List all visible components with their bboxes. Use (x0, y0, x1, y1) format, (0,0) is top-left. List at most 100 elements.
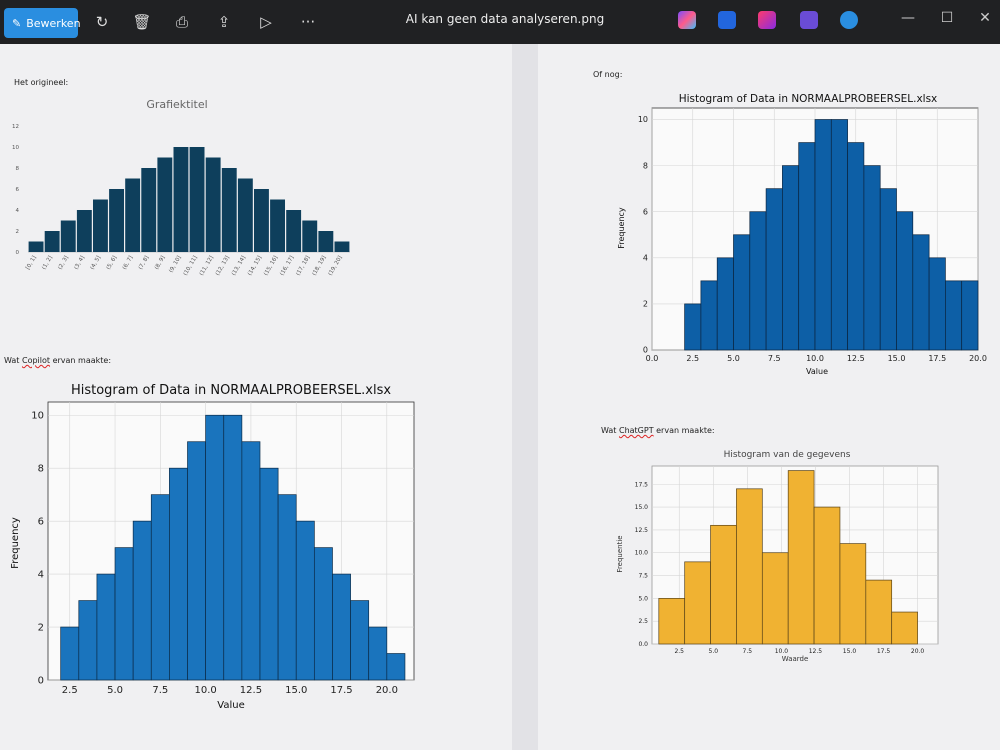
bar (302, 220, 318, 252)
x-tick-label: 15.0 (843, 648, 857, 655)
y-tick-label: 5.0 (638, 595, 648, 602)
bar (961, 280, 979, 351)
onedrive-app-icon[interactable] (840, 11, 858, 29)
bar (205, 414, 225, 681)
bar (241, 441, 261, 681)
bar (223, 414, 243, 681)
x-tick-label: 5.0 (709, 648, 719, 655)
x-tick-label: 20.0 (911, 648, 925, 655)
x-tick-label: (1, 2] (41, 255, 54, 271)
y-tick-label: 2 (38, 622, 44, 633)
bar (700, 280, 718, 351)
bar (109, 189, 124, 252)
rotate-icon[interactable]: ↻ (95, 13, 109, 31)
chart-title: Grafiektitel (146, 98, 207, 111)
bar (187, 441, 206, 681)
window-title: AI kan geen data analyseren.png (405, 12, 605, 26)
bar (865, 579, 893, 645)
clipchamp-app-icon[interactable] (758, 11, 776, 29)
bar (912, 234, 930, 351)
x-tick-label: 5.0 (727, 354, 740, 363)
bar (28, 241, 44, 252)
slideshow-icon[interactable]: ▷ (260, 13, 272, 31)
x-tick-label: (17, 18] (295, 255, 311, 277)
y-tick-label: 10 (31, 411, 44, 422)
bar (173, 147, 189, 252)
bar (350, 600, 370, 681)
bar (761, 552, 789, 645)
copilot-chart: Histogram of Data in NORMAALPROBEERSEL.x… (10, 383, 415, 711)
bar (189, 147, 205, 252)
label-original: Het origineel: (14, 78, 69, 87)
y-tick-label: 0 (38, 675, 44, 686)
share-icon[interactable]: ⇪ (217, 13, 231, 31)
chart-title: Histogram van de gegevens (724, 450, 851, 460)
copilot-plot-area: 2.5 5.0 7.5 10.0 12.5 15.0 17.5 20.0 0 2 4 6 8 10 (31, 401, 415, 696)
y-tick-label: 8 (16, 166, 20, 172)
other-chart: Histogram of Data in NORMAALPROBEERSEL.x… (617, 93, 987, 376)
y-axis-label: Frequentie (616, 535, 624, 572)
x-tick-label: 5.0 (107, 685, 123, 696)
y-tick-label: 12.5 (635, 527, 649, 534)
bar (891, 611, 918, 645)
bar (787, 470, 815, 645)
y-tick-label: 17.5 (635, 481, 649, 488)
x-axis-label: Waarde (782, 655, 809, 663)
bar (295, 520, 315, 681)
x-tick-label: 20.0 (376, 685, 398, 696)
y-tick-label: 10 (12, 145, 19, 151)
minimize-icon[interactable]: — (901, 10, 915, 26)
x-tick-label: 12.5 (240, 685, 262, 696)
x-tick-label: (14, 15] (247, 255, 263, 277)
bar (928, 257, 946, 351)
bar (157, 157, 173, 252)
x-tick-label: 10.0 (806, 354, 824, 363)
label-or-else: Of nog: (593, 70, 623, 79)
bar (60, 626, 80, 681)
bar (318, 231, 334, 252)
bar (368, 626, 388, 681)
bar (313, 547, 333, 681)
print-icon[interactable]: ⎙ (175, 13, 188, 31)
delete-icon[interactable]: 🗑 (132, 13, 152, 31)
x-tick-label: 7.5 (152, 685, 168, 696)
bar (798, 142, 816, 351)
close-icon[interactable]: ✕ (979, 10, 991, 26)
bar (205, 157, 221, 252)
x-axis-label: Value (217, 700, 244, 711)
y-tick-label: 4 (643, 253, 648, 262)
y-tick-label: 12 (12, 124, 19, 130)
more-icon[interactable]: ··· (300, 13, 316, 31)
label-chatgpt: Wat ChatGPT ervan maakte: (601, 426, 715, 435)
bar (150, 494, 170, 681)
bar (896, 211, 914, 351)
bar (945, 280, 963, 351)
x-tick-label: 17.5 (330, 685, 352, 696)
x-tick-label: (11, 12] (199, 255, 215, 277)
maximize-icon[interactable]: ☐ (940, 10, 954, 26)
y-axis-label: Frequency (10, 517, 21, 569)
y-tick-label: 0 (643, 346, 648, 355)
y-tick-label: 8 (643, 161, 648, 170)
bar (334, 241, 350, 252)
x-tick-label: (13, 14] (231, 255, 247, 277)
copilot-app-icon[interactable] (678, 11, 696, 29)
teams-app-icon[interactable] (800, 11, 818, 29)
y-tick-label: 4 (38, 569, 44, 580)
bar (658, 598, 686, 645)
bar (270, 199, 285, 252)
bar (879, 188, 897, 351)
label-copilot: Wat Copilot ervan maakte: (4, 356, 112, 365)
bar (736, 488, 763, 645)
bar (286, 210, 302, 252)
edit-button[interactable]: ✎ Bewerken (4, 8, 81, 38)
bar (814, 119, 832, 351)
x-tick-label: (5, 6] (106, 255, 119, 271)
bar (277, 494, 297, 681)
x-tick-label: 12.5 (847, 354, 865, 363)
designer-app-icon[interactable] (718, 11, 736, 29)
x-tick-label: 0.0 (646, 354, 659, 363)
page-divider (512, 44, 538, 750)
bar (332, 573, 351, 681)
